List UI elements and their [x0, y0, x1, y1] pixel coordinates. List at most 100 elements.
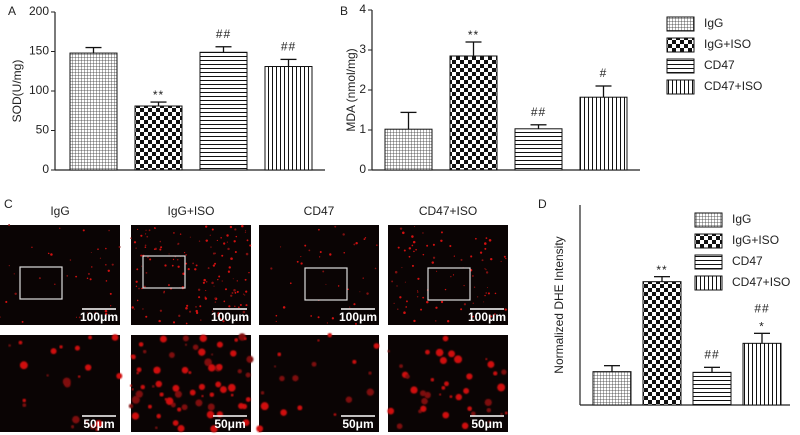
fluorescence-spot: [391, 280, 394, 283]
bar: [592, 371, 632, 406]
fluorescence-spot: [461, 422, 469, 430]
fluorescence-spot: [483, 301, 485, 303]
micrograph: 50μm: [387, 335, 508, 432]
fluorescence-spot: [488, 420, 491, 424]
fluorescence-spot: [484, 268, 486, 270]
fluorescence-spot: [216, 341, 223, 348]
micrograph-label: CD47+ISO: [419, 204, 477, 218]
fluorescence-spot: [145, 315, 148, 318]
fluorescence-spot: [503, 255, 506, 258]
fluorescence-spot: [226, 234, 229, 237]
fluorescence-spot: [163, 290, 165, 293]
fluorescence-spot: [173, 232, 175, 234]
fluorescence-spot: [131, 388, 134, 391]
fluorescence-spot: [200, 319, 202, 321]
fluorescence-spot: [71, 425, 75, 429]
significance-mark: ##: [704, 348, 719, 362]
fluorescence-spot: [111, 263, 114, 266]
fluorescence-spot: [19, 361, 28, 370]
fluorescence-spot: [214, 262, 217, 265]
fluorescence-spot: [164, 264, 167, 267]
micrograph: 100μm: [259, 225, 379, 325]
fluorescence-spot: [455, 393, 462, 401]
fluorescence-spot: [50, 348, 57, 355]
fluorescence-spot: [484, 247, 487, 250]
fluorescence-spot: [75, 316, 77, 318]
fluorescence-spot: [205, 280, 208, 283]
fluorescence-spot: [234, 291, 237, 294]
fluorescence-spot: [195, 311, 199, 315]
fluorescence-spot: [198, 296, 201, 299]
legend-label: IgG: [732, 212, 751, 226]
fluorescence-spot: [486, 408, 492, 413]
fluorescence-spot: [359, 291, 361, 293]
fluorescence-spot: [215, 381, 222, 388]
fluorescence-spot: [236, 280, 238, 282]
fluorescence-spot: [155, 380, 163, 388]
fluorescence-spot: [74, 345, 80, 351]
fluorescence-spot: [245, 230, 247, 232]
fluorescence-spot: [440, 300, 444, 304]
fluorescence-spot: [435, 306, 438, 309]
fluorescence-spot: [399, 227, 403, 230]
fluorescence-spot: [146, 235, 149, 238]
fluorescence-spot: [397, 308, 399, 310]
significance-mark: ##: [531, 105, 546, 119]
fluorescence-spot: [97, 248, 99, 250]
fluorescence-spot: [214, 301, 217, 303]
fluorescence-spot: [216, 364, 223, 371]
fluorescence-spot: [399, 364, 403, 368]
fluorescence-spot: [216, 239, 218, 242]
fluorescence-spot: [99, 257, 102, 259]
fluorescence-spot: [94, 312, 96, 314]
fluorescence-spot: [182, 335, 189, 342]
fluorescence-spot: [128, 403, 134, 409]
fluorescence-spot: [168, 352, 175, 358]
fluorescence-spot: [153, 366, 161, 374]
fluorescence-spot: [402, 231, 405, 235]
fluorescence-spot: [444, 288, 447, 291]
roi-box: [142, 255, 186, 289]
legend-label: IgG+ISO: [704, 37, 751, 51]
fluorescence-spot: [207, 403, 215, 411]
fluorescence-spot: [446, 320, 450, 323]
fluorescence-spot: [432, 243, 435, 246]
bar: [449, 55, 498, 171]
fluorescence-spot: [327, 333, 333, 338]
fluorescence-spot: [186, 304, 189, 307]
fluorescence-spot: [138, 342, 144, 347]
fluorescence-spot: [156, 413, 161, 419]
fluorescence-spot: [227, 270, 231, 273]
fluorescence-spot: [489, 257, 493, 261]
legend-label: IgG+ISO: [732, 233, 779, 247]
fluorescence-spot: [177, 424, 185, 432]
fluorescence-spot: [219, 386, 227, 393]
fluorescence-spot: [159, 335, 167, 343]
fluorescence-spot: [411, 244, 414, 247]
fluorescence-spot: [242, 293, 245, 295]
micrograph: 100μm: [388, 225, 508, 325]
legend-swatch: [694, 212, 723, 228]
bar: [69, 52, 118, 171]
micrograph-label: IgG+ISO: [167, 204, 214, 218]
fluorescence-spot: [440, 231, 443, 234]
fluorescence-spot: [420, 308, 423, 311]
fluorescence-spot: [497, 383, 506, 392]
fluorescence-spot: [463, 387, 470, 394]
fluorescence-spot: [88, 335, 93, 340]
fluorescence-spot: [90, 424, 96, 430]
fluorescence-spot: [353, 303, 356, 306]
fluorescence-spot: [219, 317, 222, 320]
fluorescence-spot: [69, 259, 72, 261]
fluorescence-spot: [140, 254, 143, 257]
fluorescence-spot: [181, 404, 188, 411]
micrograph: 100μm: [130, 224, 252, 325]
fluorescence-spot: [260, 402, 269, 411]
fluorescence-spot: [104, 312, 108, 316]
fluorescence-spot: [470, 255, 473, 258]
fluorescence-spot: [217, 314, 220, 317]
fluorescence-spot: [195, 309, 198, 313]
fluorescence-spot: [401, 267, 403, 269]
legend-swatch: [694, 233, 723, 249]
fluorescence-spot: [59, 345, 63, 349]
